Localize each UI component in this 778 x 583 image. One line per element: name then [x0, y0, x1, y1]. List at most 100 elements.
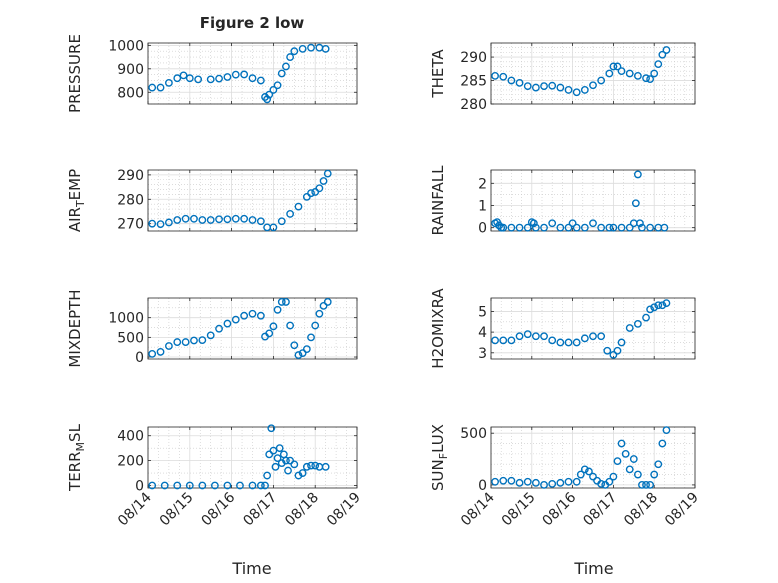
- data-point: [638, 223, 646, 232]
- data-point: [564, 477, 573, 486]
- data-point: [240, 311, 249, 320]
- y-axis-label-part: H2OMIXRA: [429, 288, 447, 369]
- y-axis-label: THETA: [429, 49, 447, 99]
- data-point: [179, 71, 188, 80]
- data-point: [173, 216, 182, 224]
- data-point: [531, 478, 540, 487]
- x-tick-label: 08/19: [662, 490, 702, 530]
- data-point: [223, 319, 232, 328]
- data-point: [523, 223, 532, 232]
- data-point: [156, 83, 165, 92]
- data-point: [523, 477, 532, 486]
- data-point: [617, 439, 626, 448]
- data-point: [650, 69, 659, 78]
- data-point: [572, 88, 581, 97]
- data-point: [642, 480, 650, 489]
- y-tick-label: 0: [135, 350, 144, 366]
- data-point: [589, 81, 597, 90]
- panel-1: 280 285 290 THETA: [429, 42, 696, 113]
- panel-3: 0 1 2 RAINFALL: [429, 165, 696, 237]
- data-point: [625, 465, 634, 474]
- data-point: [148, 349, 157, 358]
- data-point: [540, 223, 548, 232]
- y-axis-label-subscript: T: [74, 200, 87, 208]
- data-point: [564, 86, 573, 94]
- data-point: [215, 74, 223, 83]
- x-axis-label-right: Time: [573, 559, 613, 578]
- data-point: [248, 216, 257, 224]
- y-axis-label-part: LUX: [429, 424, 447, 453]
- data-point: [273, 305, 282, 314]
- data-point: [491, 336, 499, 345]
- data-point: [181, 214, 190, 223]
- data-point: [531, 223, 540, 232]
- data-point: [654, 301, 663, 310]
- y-tick-label: 280: [117, 192, 144, 208]
- y-tick-label: 270: [117, 217, 144, 233]
- data-point: [572, 338, 581, 347]
- data-point: [198, 216, 207, 224]
- axes-box: [490, 297, 696, 360]
- data-point: [662, 46, 671, 54]
- data-point: [298, 349, 307, 357]
- y-tick-label: 2: [478, 176, 487, 192]
- y-axis-label-part: SUN: [429, 459, 447, 491]
- data-point: [633, 71, 642, 80]
- axes-box: [490, 426, 696, 489]
- data-point: [556, 83, 565, 92]
- data-point: [286, 210, 295, 218]
- data-point: [277, 298, 286, 306]
- data-point: [307, 461, 315, 470]
- x-tick-label: 08/17: [240, 490, 280, 530]
- data-point: [603, 346, 612, 355]
- data-point: [556, 478, 565, 487]
- data-point: [261, 481, 269, 490]
- data-point: [589, 332, 597, 341]
- data-point: [580, 334, 589, 343]
- y-tick-label: 280: [460, 97, 487, 113]
- data-point: [206, 216, 215, 224]
- x-tick-label: 08/15: [499, 490, 539, 530]
- data-point: [236, 481, 244, 490]
- data-point: [499, 476, 508, 485]
- data-point: [248, 309, 257, 318]
- data-point: [629, 455, 638, 463]
- data-point: [650, 303, 659, 312]
- data-point: [658, 50, 667, 59]
- data-point: [173, 481, 182, 490]
- data-point: [307, 189, 315, 198]
- panel-5: 3 4 5 H2OMIXRA: [429, 288, 696, 369]
- axes-box: [147, 426, 358, 489]
- data-point: [638, 480, 646, 489]
- data-point: [609, 223, 618, 232]
- y-axis-label-part: AIR: [66, 207, 84, 232]
- y-tick-label: 0: [135, 479, 144, 495]
- data-point: [507, 336, 516, 345]
- data-point: [597, 479, 606, 488]
- y-axis-label-subscript: M: [74, 442, 87, 452]
- data-point: [499, 72, 508, 81]
- data-point: [223, 73, 232, 81]
- data-point: [190, 336, 198, 345]
- data-point: [662, 426, 671, 435]
- data-point: [589, 219, 597, 228]
- data-point: [269, 223, 278, 232]
- y-axis-label: RAINFALL: [429, 165, 447, 236]
- axes-box: [490, 169, 696, 232]
- y-axis-label-subscript: F: [437, 453, 450, 459]
- data-point: [164, 342, 173, 350]
- data-point: [315, 309, 324, 318]
- data-point: [564, 338, 573, 347]
- x-tick-label: 08/19: [324, 490, 364, 530]
- x-tick-label: 08/16: [540, 489, 580, 529]
- data-point: [240, 214, 249, 223]
- y-axis-label-part: THETA: [429, 49, 447, 99]
- data-point: [311, 461, 320, 470]
- data-point: [290, 460, 299, 469]
- data-point: [311, 321, 320, 330]
- data-point: [613, 62, 622, 71]
- y-axis-label-part: EMP: [66, 169, 84, 200]
- data-point: [231, 214, 240, 223]
- data-point: [256, 311, 265, 320]
- data-point: [605, 477, 614, 486]
